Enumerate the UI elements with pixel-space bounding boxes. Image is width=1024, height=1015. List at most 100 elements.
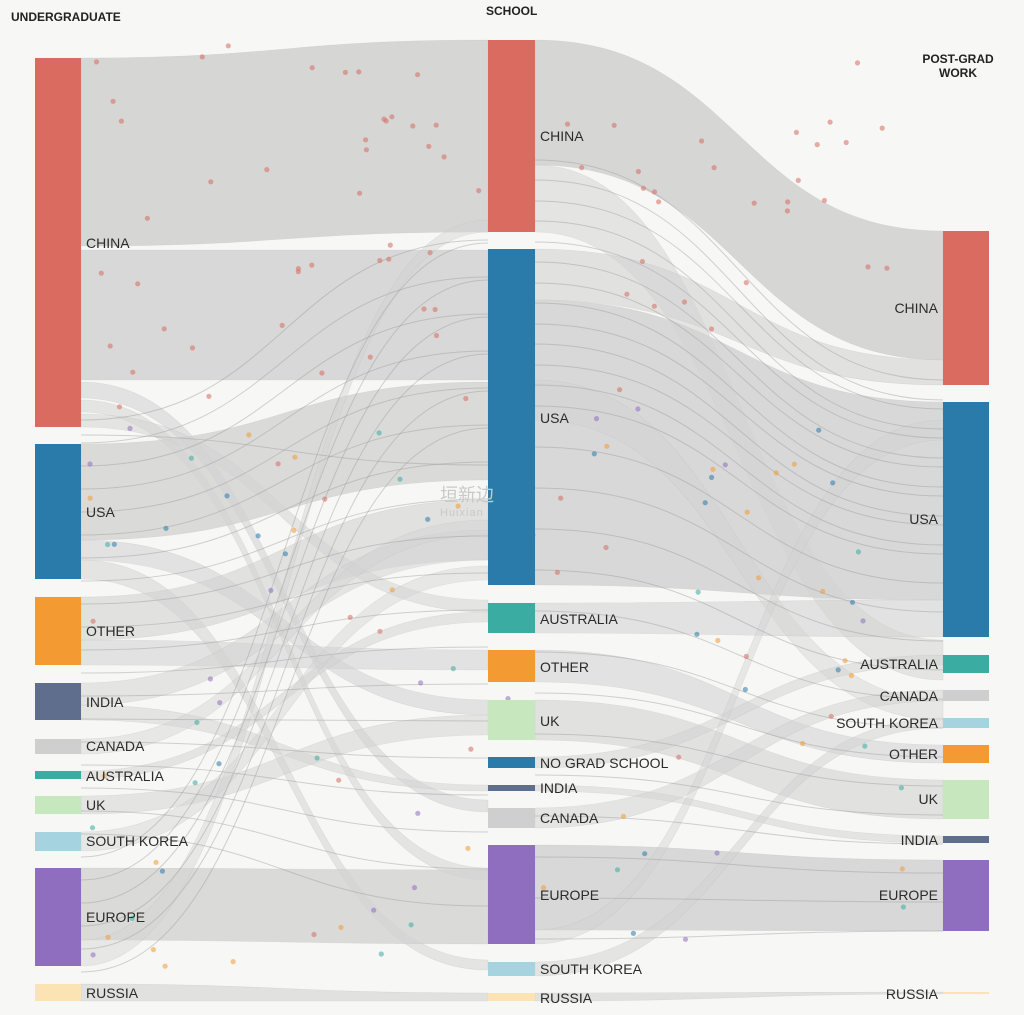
particle-dot — [830, 480, 836, 486]
particle-dot — [130, 369, 136, 375]
school-bar-india[interactable] — [488, 785, 535, 791]
thin-link-b-14 — [534, 733, 944, 787]
undergrad-bar-india[interactable] — [35, 683, 81, 720]
particle-dot — [367, 354, 373, 360]
thin-link-a-15 — [80, 764, 489, 796]
watermark-sub-text: Huixian — [440, 507, 484, 519]
thin-link-b-7 — [534, 446, 944, 584]
school-bar-europe[interactable] — [488, 845, 535, 944]
undergrad-bar-uk[interactable] — [35, 796, 81, 814]
particle-dot — [347, 614, 353, 621]
particle-dot — [356, 69, 362, 75]
thin-link-a-9 — [80, 572, 489, 628]
work-bar-europe[interactable] — [943, 860, 989, 931]
particle-dot — [153, 859, 159, 865]
particle-dot — [756, 575, 762, 581]
school-bar-usa[interactable] — [488, 249, 535, 585]
particle-dot — [311, 931, 317, 938]
school-bar-canada[interactable] — [488, 808, 535, 828]
school-bar-russia[interactable] — [488, 993, 535, 1001]
work-bar-russia[interactable] — [943, 992, 989, 994]
particle-dot — [189, 345, 196, 351]
school-bar-other[interactable] — [488, 650, 535, 682]
particle-dot — [397, 476, 403, 482]
particle-dot — [427, 250, 433, 256]
particle-dot — [162, 963, 168, 969]
thin-link-b-24 — [534, 343, 944, 517]
particle-dots — [87, 43, 907, 969]
link-school-work-10 — [534, 689, 944, 829]
work-bar-australia[interactable] — [943, 655, 989, 673]
school-bar-china[interactable] — [488, 40, 535, 232]
particle-dot — [87, 461, 93, 467]
column-title-post-grad-line2: WORK — [939, 66, 977, 80]
work-bar-usa[interactable] — [943, 402, 989, 637]
thin-link-b-20 — [534, 179, 944, 401]
thin-link-b-2 — [534, 241, 944, 439]
work-label-usa: USA — [909, 511, 938, 527]
particle-dot — [642, 851, 648, 857]
particle-dot — [862, 743, 868, 749]
undergrad-label-india: INDIA — [86, 694, 124, 710]
particle-dot — [855, 549, 862, 555]
particle-dot — [651, 189, 658, 195]
particle-dot — [682, 936, 689, 942]
particle-dot — [432, 306, 438, 313]
school-bar-nograd[interactable] — [488, 757, 535, 768]
work-bar-uk[interactable] — [943, 780, 989, 819]
undergrad-bar-skorea[interactable] — [35, 832, 81, 851]
thin-link-b-17 — [534, 856, 944, 874]
particle-dot — [604, 443, 610, 449]
work-bar-canada[interactable] — [943, 690, 989, 701]
particle-dot — [463, 395, 469, 402]
particle-dot — [309, 65, 315, 71]
particle-dot — [433, 122, 439, 128]
work-bar-skorea[interactable] — [943, 718, 989, 728]
work-bar-other[interactable] — [943, 745, 989, 763]
thin-link-a-25 — [80, 434, 489, 466]
school-label-europe: EUROPE — [540, 887, 600, 903]
thin-link-b-15 — [534, 774, 944, 816]
particle-dot — [617, 387, 623, 393]
particle-dot — [199, 54, 205, 60]
particle-dot — [898, 785, 905, 791]
school-bar-uk[interactable] — [488, 700, 535, 740]
particle-dot — [785, 199, 791, 205]
watermark-logo: 垣新边 Huixian — [440, 486, 494, 522]
particle-dot — [90, 618, 96, 624]
particle-dot — [640, 185, 647, 191]
particle-dot — [849, 599, 856, 605]
undergrad-bar-canada[interactable] — [35, 739, 81, 754]
particle-dot — [773, 470, 779, 476]
undergrad-bar-other[interactable] — [35, 597, 81, 665]
thin-link-b-22 — [534, 261, 944, 459]
work-label-russia: RUSSIA — [885, 986, 938, 1002]
thin-link-b-11 — [534, 610, 944, 700]
particle-dot — [795, 177, 801, 183]
particle-dot — [465, 845, 471, 852]
undergrad-bar-china[interactable] — [35, 58, 81, 427]
school-bar-skorea[interactable] — [488, 962, 535, 976]
thin-link-a-16 — [80, 787, 489, 833]
particle-dot — [206, 393, 212, 399]
link-undergrad-school-0 — [80, 39, 489, 247]
work-label-china: CHINA — [894, 300, 938, 316]
link-undergrad-school-14 — [80, 714, 489, 815]
undergrad-label-other: OTHER — [86, 623, 135, 639]
work-bar-india[interactable] — [943, 836, 989, 843]
undergrad-bar-usa[interactable] — [35, 444, 81, 579]
work-label-canada: CANADA — [879, 688, 938, 704]
particle-dot — [292, 454, 298, 460]
particle-dot — [282, 551, 288, 557]
undergrad-bar-australia[interactable] — [35, 771, 81, 779]
undergrad-bar-europe[interactable] — [35, 868, 81, 966]
particle-dot — [118, 118, 124, 124]
school-bar-australia[interactable] — [488, 603, 535, 633]
particle-dot — [255, 533, 261, 539]
undergrad-bar-russia[interactable] — [35, 984, 81, 1001]
particle-dot — [651, 303, 658, 309]
column-title-post-grad-line1: POST-GRAD — [922, 52, 994, 66]
particle-dot — [865, 264, 871, 270]
particle-dot — [476, 188, 482, 194]
work-bar-china[interactable] — [943, 231, 989, 385]
